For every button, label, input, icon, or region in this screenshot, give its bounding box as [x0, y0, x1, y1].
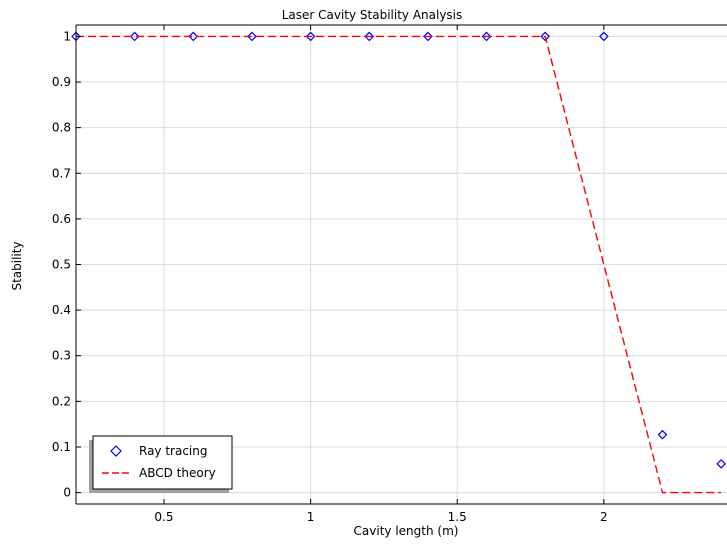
- ray-tracing-point: [129, 31, 140, 42]
- y-tick-label: 1: [63, 29, 71, 43]
- ray-tracing-point: [423, 31, 433, 42]
- legend-ray-tracing-label: Ray tracing: [139, 444, 208, 458]
- y-tick-label: 0.8: [52, 121, 71, 135]
- axes: 0.5 1 1.5 2 0 0.1 0.2 0.3 0.4 0.5 0.6 0.7 0.8 0.9 1: [52, 24, 727, 524]
- y-tick-label: 0.6: [52, 212, 71, 226]
- y-tick-label: 0.1: [52, 440, 71, 454]
- y-tick-label: 0.9: [52, 75, 71, 89]
- ray-tracing-point: [247, 31, 257, 42]
- y-tick-label: 0.5: [52, 258, 71, 272]
- legend-ray-tracing-marker: [110, 445, 122, 457]
- x-tick-label: 1: [307, 510, 315, 524]
- y-tick-label: 0.4: [52, 303, 71, 317]
- ray-tracing-point: [364, 31, 375, 42]
- y-tick-label: 0.7: [52, 166, 71, 180]
- ray-tracing-point: [305, 31, 316, 42]
- ray-tracing-point: [657, 429, 668, 440]
- legend: Ray tracing ABCD theory: [89, 435, 233, 493]
- x-tick-label: 2: [600, 510, 608, 524]
- ray-tracing-point: [540, 31, 551, 42]
- ray-tracing-point: [598, 31, 609, 42]
- legend-abcd-theory-label: ABCD theory: [139, 466, 216, 480]
- y-tick-label: 0: [63, 486, 71, 500]
- x-axis-label: Cavity length (m): [354, 524, 459, 538]
- series-layer: [71, 31, 726, 494]
- x-tick-label: 1.5: [448, 510, 467, 524]
- ray-tracing-point: [716, 459, 726, 469]
- ray-tracing-point: [481, 31, 492, 42]
- y-axis-label: Stability: [10, 241, 24, 290]
- x-tick-label: 0.5: [154, 510, 173, 524]
- legend-box: [92, 435, 233, 490]
- ray-tracing-point: [188, 31, 199, 42]
- y-tick-label: 0.2: [52, 394, 71, 408]
- chart-title: Laser Cavity Stability Analysis: [282, 8, 463, 22]
- y-tick-label: 0.3: [52, 349, 71, 363]
